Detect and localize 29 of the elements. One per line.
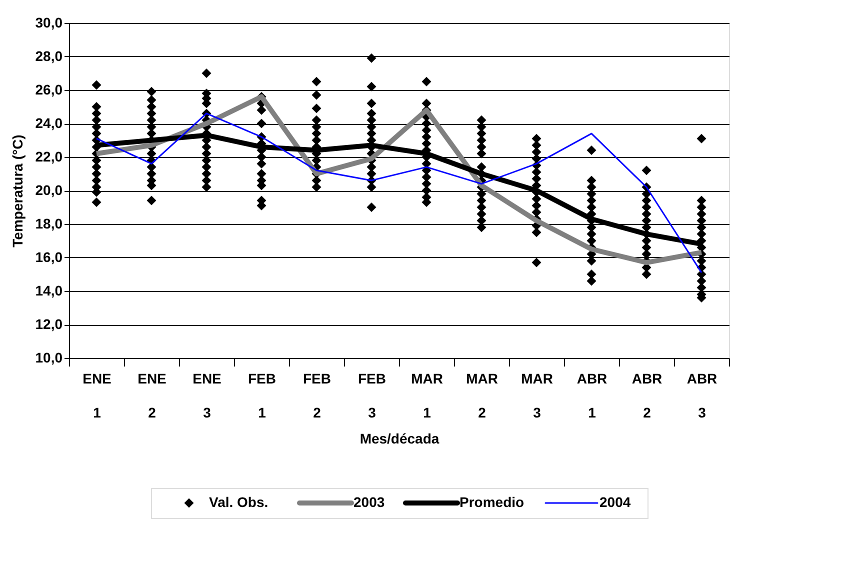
y-tick-label: 14,0 xyxy=(35,282,63,298)
legend-label: 2004 xyxy=(600,494,631,510)
legend-label: Val. Obs. xyxy=(209,494,268,510)
y-tick-label: 20,0 xyxy=(35,182,63,198)
category-label: ABR 3 xyxy=(686,370,718,420)
category-label: FEB 3 xyxy=(358,370,386,420)
category-label: ENE 3 xyxy=(192,370,222,420)
y-tick-label: 22,0 xyxy=(35,148,63,164)
y-tick-label: 28,0 xyxy=(35,48,63,64)
y-tick-label: 24,0 xyxy=(35,115,63,131)
y-tick-label: 18,0 xyxy=(35,216,63,232)
category-label: ENE 2 xyxy=(138,370,166,420)
y-tick-label: 26,0 xyxy=(35,82,63,98)
category-label: MAR 1 xyxy=(411,370,443,420)
category-label: FEB 2 xyxy=(303,370,331,420)
category-label: ABR 1 xyxy=(576,370,608,420)
category-label: ABR 2 xyxy=(632,370,662,420)
y-tick-label: 10,0 xyxy=(35,350,63,366)
y-axis-title: Temperatura (°C) xyxy=(9,134,26,248)
y-tick-label: 30,0 xyxy=(35,14,63,30)
category-label: FEB 1 xyxy=(248,370,276,420)
x-axis-title: Mes/década xyxy=(360,430,440,446)
legend-label: Promedio xyxy=(460,494,524,510)
y-tick-label: 12,0 xyxy=(35,316,63,332)
legend-label: 2003 xyxy=(354,494,385,510)
category-label: MAR 2 xyxy=(466,370,498,420)
category-label: ENE 1 xyxy=(82,370,112,420)
category-label: MAR 3 xyxy=(521,370,553,420)
y-tick-label: 16,0 xyxy=(35,249,63,265)
